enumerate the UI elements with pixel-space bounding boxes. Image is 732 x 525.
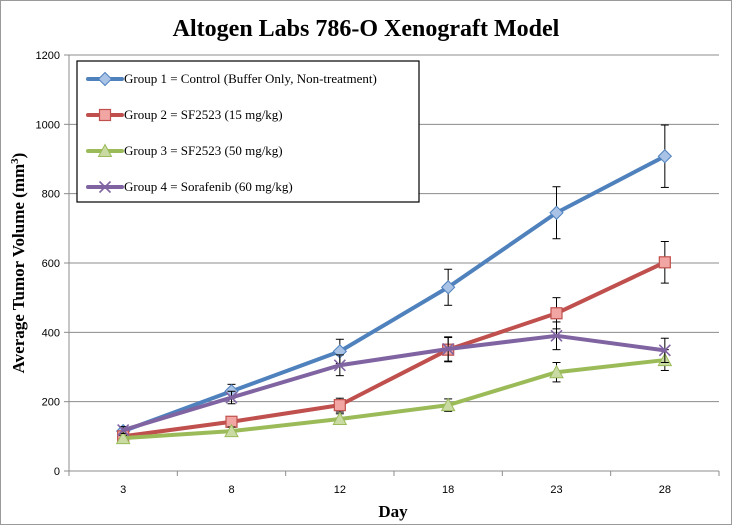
legend-label: Group 3 = SF2523 (50 mg/kg) <box>124 143 283 158</box>
marker-stroke <box>333 359 346 372</box>
legend-entry: Group 1 = Control (Buffer Only, Non-trea… <box>86 71 377 87</box>
legend-marker <box>98 180 112 194</box>
legend-label: Group 4 = Sorafenib (60 mg/kg) <box>124 179 293 194</box>
x-tick-label: 3 <box>120 484 126 496</box>
legend: Group 1 = Control (Buffer Only, Non-trea… <box>76 60 420 203</box>
legend-entry: Group 2 = SF2523 (15 mg/kg) <box>86 107 283 122</box>
chart-title: Altogen Labs 786-O Xenograft Model <box>173 16 560 42</box>
legend-entry: Group 4 = Sorafenib (60 mg/kg) <box>86 179 293 194</box>
marker-stroke <box>442 342 455 356</box>
series-line <box>121 260 667 439</box>
data-point <box>550 329 563 342</box>
y-tick-label: 800 <box>42 189 60 201</box>
x-tick-label: 23 <box>550 484 562 496</box>
data-point <box>658 344 671 357</box>
series-group-4 <box>117 321 671 437</box>
x-tick-labels: 3 8 12 18 23 28 <box>120 484 671 496</box>
y-tick-label: 0 <box>54 466 60 478</box>
y-tick-label: 1200 <box>36 50 60 62</box>
legend-box <box>76 60 420 203</box>
y-tick-label: 600 <box>42 258 60 270</box>
legend-label: Group 1 = Control (Buffer Only, Non-trea… <box>124 71 377 86</box>
marker-stroke <box>98 180 112 194</box>
y-axis-title-superscript: 3 <box>9 158 21 164</box>
data-point <box>549 364 564 379</box>
x-axis-title: Day <box>378 502 408 521</box>
marker-stroke <box>225 391 238 404</box>
series <box>115 124 673 445</box>
data-point <box>333 359 346 372</box>
series-group-3 <box>115 349 673 445</box>
data-point <box>225 391 238 404</box>
legend-label: Group 2 = SF2523 (15 mg/kg) <box>124 107 283 122</box>
data-point <box>549 205 564 220</box>
y-tick-label: 200 <box>42 397 60 409</box>
data-point <box>657 149 673 164</box>
data-point <box>115 430 131 445</box>
series-line <box>121 154 667 434</box>
data-point <box>550 307 563 320</box>
x-tick-label: 28 <box>659 484 671 496</box>
y-axis-title: Average Tumor Volume (mm3) <box>9 153 28 374</box>
y-axis-title-close: ) <box>9 153 28 159</box>
data-point <box>440 280 456 295</box>
y-tick-labels: 0 200 400 600 800 1000 1200 <box>36 50 60 478</box>
legend-marker <box>97 143 113 157</box>
data-point <box>117 424 130 437</box>
data-point <box>442 342 455 356</box>
data-point <box>332 411 348 425</box>
marker-stroke <box>117 424 130 437</box>
data-point <box>658 256 671 269</box>
legend-marker <box>97 71 113 87</box>
legend-entry: Group 3 = SF2523 (50 mg/kg) <box>86 143 283 158</box>
y-axis-title-main: Average Tumor Volume (mm <box>9 164 28 374</box>
data-point <box>224 423 239 438</box>
x-tick-label: 8 <box>228 484 234 496</box>
x-tick-label: 18 <box>442 484 454 496</box>
series-line <box>121 358 667 441</box>
data-point <box>333 399 346 412</box>
y-tick-label: 400 <box>42 327 60 339</box>
legend-marker <box>98 108 112 122</box>
marker-stroke <box>658 344 671 357</box>
series-line <box>121 333 667 433</box>
data-point <box>440 397 456 412</box>
y-tick-label: 1000 <box>36 119 60 131</box>
marker-stroke <box>550 329 563 342</box>
axes <box>64 54 720 476</box>
x-tick-label: 12 <box>334 484 346 496</box>
